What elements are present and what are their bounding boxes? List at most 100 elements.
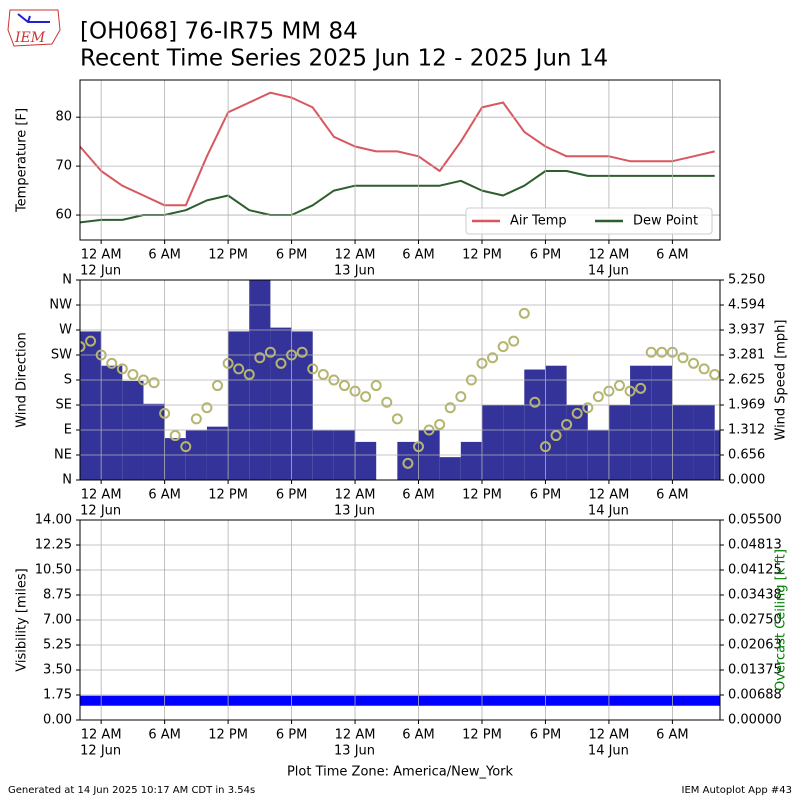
- wind-direction-point: [360, 391, 372, 403]
- wind-speed-bar: [228, 331, 250, 480]
- y2-tick-label: 0.00688: [728, 688, 782, 703]
- wind-direction-point: [148, 377, 160, 389]
- legend-label: Dew Point: [633, 214, 698, 229]
- wind-direction-point: [518, 307, 530, 319]
- x-tick-label: 12 AM: [81, 728, 122, 743]
- wind-direction-point: [677, 352, 689, 364]
- wind-speed-bar: [651, 365, 673, 480]
- wind-speed-bar: [439, 457, 461, 480]
- wind-direction-point: [80, 341, 86, 353]
- x-tick-date: 14 Jun: [588, 504, 629, 519]
- wind-speed-bar: [566, 404, 588, 480]
- wind-direction-point: [656, 346, 668, 358]
- wind-direction-point: [254, 352, 266, 364]
- y2-tick-label: 5.250: [728, 273, 765, 288]
- y-tick-label: S: [64, 373, 72, 388]
- wind-speed-bar: [397, 441, 419, 480]
- footer-right: IEM Autoplot App #43: [682, 785, 792, 796]
- wind-direction-point: [487, 352, 499, 364]
- y2-axis-label: Wind Speed [mph]: [774, 320, 789, 441]
- wind-direction-point: [391, 413, 403, 425]
- wind-direction-point: [508, 335, 520, 347]
- wind-direction-point: [709, 368, 720, 380]
- x-tick-label: 12 AM: [81, 488, 122, 503]
- wind-direction-point: [645, 346, 657, 358]
- wind-direction-point: [169, 430, 181, 442]
- x-tick-label: 12 PM: [208, 728, 248, 743]
- x-tick-label: 6 AM: [402, 728, 435, 743]
- x-tick-label: 6 AM: [148, 728, 181, 743]
- y-tick-label: 10.50: [35, 563, 72, 578]
- wind-direction-point: [317, 368, 329, 380]
- wind-direction-point: [307, 363, 319, 375]
- wind-speed-bar: [460, 441, 482, 480]
- title: [OH068] 76-IR75 MM 84: [80, 19, 358, 45]
- wind-direction-point: [529, 396, 541, 408]
- wind-speed-bar: [672, 404, 694, 480]
- wind-direction-point: [180, 441, 192, 453]
- y-tick-label: 60: [55, 208, 72, 223]
- x-tick-date: 13 Jun: [334, 744, 375, 759]
- x-tick-label: 6 AM: [402, 488, 435, 503]
- legend-label: Air Temp: [510, 214, 567, 229]
- y-axis-label: Visibility [miles]: [15, 568, 30, 671]
- wind-direction-point: [296, 346, 308, 358]
- plot-frame: [79, 79, 721, 241]
- y2-tick-label: 0.03438: [728, 588, 782, 603]
- y-tick-label: 0.00: [43, 713, 72, 728]
- x-tick-label: 6 AM: [656, 488, 689, 503]
- footer-left: Generated at 14 Jun 2025 10:17 AM CDT in…: [8, 785, 255, 796]
- y2-tick-label: 0.04125: [728, 563, 782, 578]
- wind-direction-point: [243, 368, 255, 380]
- x-tick-label: 6 AM: [656, 248, 689, 263]
- x-tick-label: 12 PM: [462, 728, 502, 743]
- wind-direction-point: [698, 363, 710, 375]
- y2-tick-label: 0.00000: [728, 713, 782, 728]
- y-axis-label: Wind Direction: [15, 332, 30, 428]
- legend: Air Temp Dew Point: [465, 207, 713, 235]
- y2-tick-label: 2.625: [728, 373, 765, 388]
- x-tick-label: 6 AM: [148, 248, 181, 263]
- wind-speed-bar: [481, 404, 504, 480]
- wind-direction-point: [338, 380, 350, 392]
- y2-tick-label: 0.02750: [728, 613, 782, 628]
- wind-direction-point: [106, 357, 118, 369]
- wind-speed-bar: [545, 365, 567, 480]
- subtitle: Recent Time Series 2025 Jun 12 - 2025 Ju…: [80, 46, 608, 72]
- wind-direction-point: [116, 363, 128, 375]
- y-tick-label: 7.00: [43, 613, 72, 628]
- wind-speed-bar: [630, 365, 652, 480]
- y-tick-label: N: [62, 473, 72, 488]
- y2-tick-label: 3.281: [728, 348, 765, 363]
- y2-tick-label: 4.594: [728, 297, 765, 312]
- x-tick-label: 12 AM: [589, 728, 630, 743]
- y-tick-label: 80: [55, 110, 72, 125]
- x-tick-label: 12 AM: [589, 488, 630, 503]
- y2-tick-label: 3.937: [728, 323, 765, 338]
- y-tick-label: 1.75: [43, 688, 72, 703]
- y2-tick-label: 0.01375: [728, 663, 782, 678]
- y2-axis-label: Overcast Ceiling [k ft]: [774, 549, 789, 691]
- x-tick-label: 6 PM: [530, 728, 561, 743]
- wind-speed-bar: [503, 404, 525, 480]
- wind-direction-point: [561, 418, 573, 430]
- x-tick-date: 12 Jun: [80, 744, 121, 759]
- x-tick-date: 13 Jun: [334, 264, 375, 279]
- y-tick-label: 12.25: [35, 538, 72, 553]
- x-tick-label: 6 PM: [530, 488, 561, 503]
- x-tick-date: 13 Jun: [334, 504, 375, 519]
- wind-speed-bar: [143, 403, 165, 480]
- x-tick-label: 6 PM: [276, 728, 307, 743]
- wind-direction-point: [264, 346, 276, 358]
- wind-direction-point: [402, 457, 414, 469]
- x-tick-date: 14 Jun: [588, 744, 629, 759]
- wind-direction-point: [624, 385, 636, 397]
- y2-tick-label: 0.02063: [728, 638, 782, 653]
- x-tick-date: 12 Jun: [80, 504, 121, 519]
- wind-direction-point: [571, 407, 583, 419]
- wind-direction-point: [212, 380, 224, 392]
- wind-direction-point: [370, 380, 382, 392]
- x-tick-label: 12 PM: [208, 488, 248, 503]
- wind-speed-bar: [291, 331, 313, 480]
- wind-speed-bar: [524, 369, 546, 480]
